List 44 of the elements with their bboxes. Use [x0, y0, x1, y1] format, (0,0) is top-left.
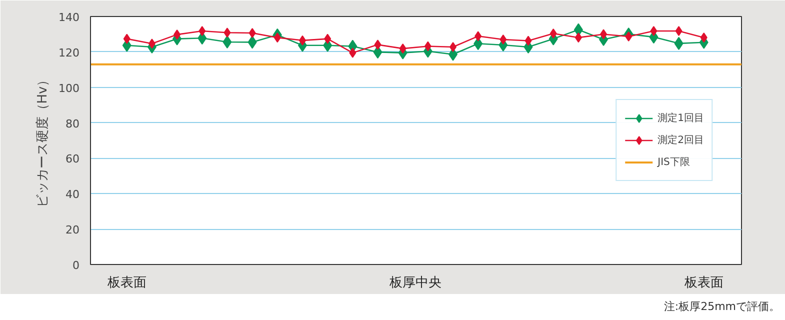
legend-label: 測定2回目 [658, 134, 704, 147]
point [349, 48, 356, 58]
point [274, 32, 281, 43]
point [500, 34, 507, 45]
point [222, 36, 232, 49]
x-tick-label: 板表面 [683, 276, 724, 290]
point [248, 36, 257, 49]
point [399, 44, 406, 54]
point [600, 29, 608, 40]
point [374, 40, 382, 50]
point [700, 32, 708, 43]
point [524, 36, 532, 46]
point [574, 32, 582, 43]
y-tick-label: 0 [72, 259, 80, 272]
text: 注:板厚25mmで評価。 [664, 299, 780, 315]
y-tick-label: 120 [58, 46, 80, 60]
y-tick-label: 60 [66, 152, 80, 166]
y-tick-label: 140 [58, 11, 80, 24]
point [450, 42, 457, 52]
point [174, 30, 181, 40]
x-tick-label: 板表面 [106, 276, 146, 290]
point [675, 26, 682, 36]
point [674, 36, 684, 50]
y-axis-title: ビッカース硬度（Hv） [34, 73, 51, 208]
y-tick-label: 40 [66, 188, 80, 202]
point [474, 31, 482, 42]
point [650, 26, 658, 36]
point [298, 35, 306, 46]
point [148, 38, 156, 49]
text: 板厚中央 [388, 276, 442, 290]
point [424, 41, 432, 52]
point [574, 23, 583, 36]
point [625, 32, 632, 42]
legend-label: 測定1回目 [658, 112, 704, 125]
point [248, 28, 256, 38]
y-tick-label: 100 [58, 82, 80, 95]
legend-label: JIS下限 [658, 156, 690, 169]
y-tick-label: 80 [66, 117, 80, 130]
point [224, 28, 231, 38]
point [123, 34, 130, 44]
y-tick-label: 20 [66, 224, 80, 237]
point [198, 26, 206, 36]
point [550, 28, 557, 39]
point [324, 34, 332, 44]
